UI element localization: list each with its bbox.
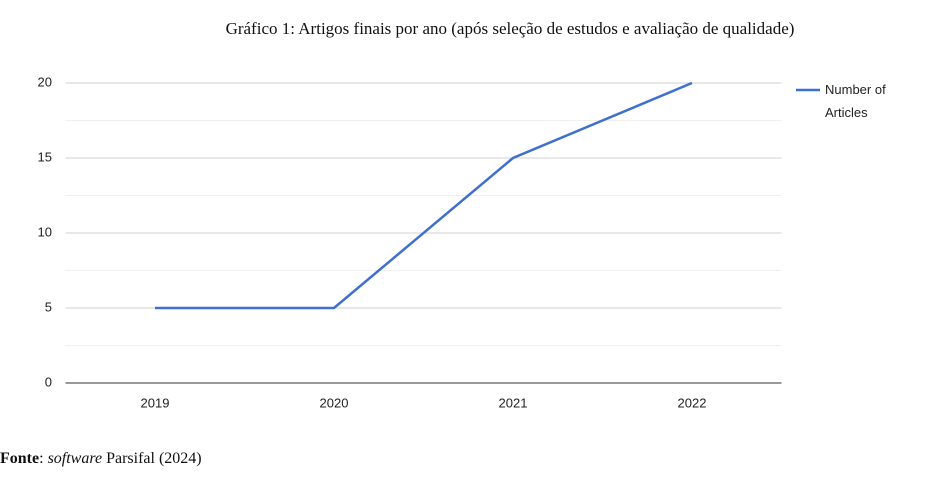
- legend-label-box: Number of Articles: [825, 82, 886, 120]
- y-tick-label: 20: [38, 74, 52, 89]
- caption-software: software: [47, 450, 103, 467]
- caption: Fonte: software Parsifal (2024): [0, 450, 202, 468]
- caption-label: Fonte: [0, 450, 40, 467]
- y-tick-label: 5: [45, 299, 52, 314]
- caption-text: Parsifal (2024): [102, 450, 202, 467]
- y-tick-label: 0: [45, 374, 52, 389]
- x-tick-label: 2021: [499, 395, 528, 410]
- chart-title: Gráfico 1: Artigos finais por ano (após …: [226, 19, 795, 38]
- y-tick-label: 10: [38, 224, 52, 239]
- legend-label: Number of Articles: [825, 82, 886, 120]
- x-tick-label: 2022: [678, 395, 707, 410]
- x-tick-label: 2019: [141, 395, 170, 410]
- chart: Gráfico 1: Artigos finais por ano (após …: [38, 19, 886, 410]
- y-tick-label: 15: [38, 149, 52, 164]
- x-tick-label: 2020: [320, 395, 349, 410]
- caption-sep: :: [39, 450, 48, 467]
- series-line: [155, 81, 693, 310]
